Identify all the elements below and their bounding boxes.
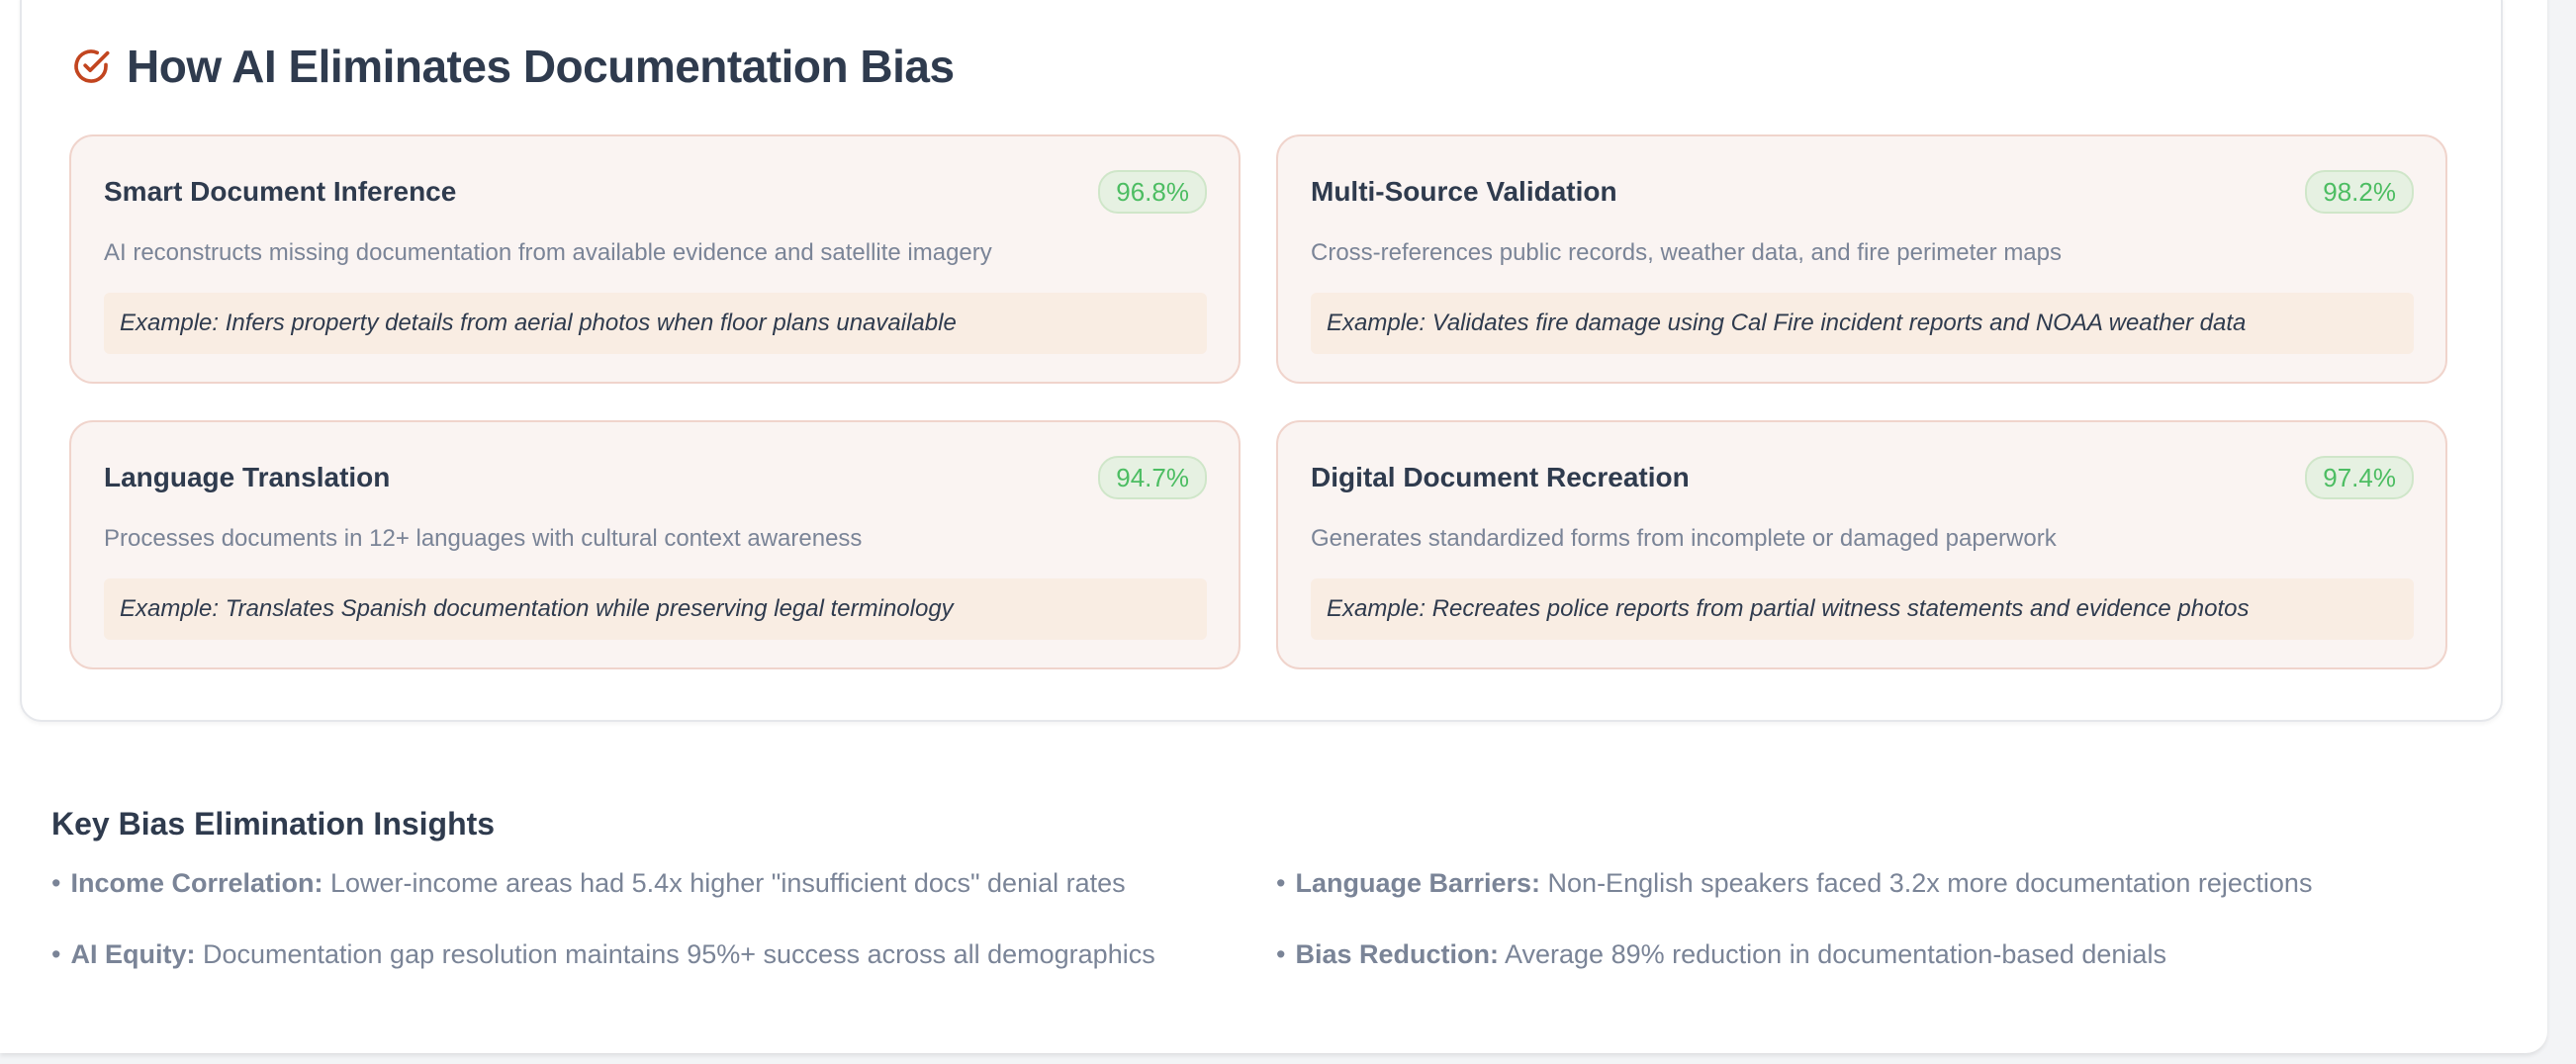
accuracy-badge: 97.4% — [2305, 456, 2414, 499]
card-example: Example: Recreates police reports from p… — [1311, 578, 2414, 640]
insight-text: Documentation gap resolution maintains 9… — [195, 939, 1155, 969]
feature-card: Multi-Source Validation 98.2% Cross-refe… — [1276, 134, 2447, 384]
feature-card: Digital Document Recreation 97.4% Genera… — [1276, 420, 2447, 669]
card-description: Generates standardized forms from incomp… — [1311, 525, 2057, 552]
card-description: AI reconstructs missing documentation fr… — [104, 239, 992, 266]
bullet: • — [1276, 939, 1286, 969]
feature-card: Smart Document Inference 96.8% AI recons… — [69, 134, 1241, 384]
card-description: Cross-references public records, weather… — [1311, 239, 2062, 266]
insight-item: • Income Correlation: Lower-income areas … — [51, 868, 1126, 899]
insight-label: Income Correlation: — [70, 868, 323, 898]
accuracy-badge: 96.8% — [1098, 170, 1207, 214]
insight-item: • Bias Reduction: Average 89% reduction i… — [1276, 939, 2166, 970]
feature-card: Language Translation 94.7% Processes doc… — [69, 420, 1241, 669]
insight-item: • Language Barriers: Non-English speakers… — [1276, 868, 2312, 899]
insights-title: Key Bias Elimination Insights — [51, 806, 496, 842]
section-header: How AI Eliminates Documentation Bias — [71, 40, 955, 93]
insight-label: Bias Reduction: — [1295, 939, 1499, 969]
bullet: • — [1276, 868, 1286, 898]
card-description: Processes documents in 12+ languages wit… — [104, 525, 863, 552]
insight-item: • AI Equity: Documentation gap resolution… — [51, 939, 1155, 970]
card-example: Example: Infers property details from ae… — [104, 293, 1207, 354]
card-title: Multi-Source Validation — [1311, 176, 1617, 207]
insight-label: Language Barriers: — [1295, 868, 1541, 898]
accuracy-badge: 94.7% — [1098, 456, 1207, 499]
card-title: Digital Document Recreation — [1311, 462, 1690, 492]
insight-text: Non-English speakers faced 3.2x more doc… — [1540, 868, 2313, 898]
card-title: Language Translation — [104, 462, 391, 492]
accuracy-badge: 98.2% — [2305, 170, 2414, 214]
section-title: How AI Eliminates Documentation Bias — [127, 41, 955, 92]
check-circle-icon — [74, 49, 110, 83]
insight-text: Average 89% reduction in documentation-b… — [1498, 939, 2166, 969]
card-title: Smart Document Inference — [104, 176, 457, 207]
insight-label: AI Equity: — [70, 939, 196, 969]
bullet: • — [51, 868, 61, 898]
insight-text: Lower-income areas had 5.4x higher "insu… — [322, 868, 1126, 898]
card-example: Example: Validates fire damage using Cal… — [1311, 293, 2414, 354]
bullet: • — [51, 939, 61, 969]
card-example: Example: Translates Spanish documentatio… — [104, 578, 1207, 640]
